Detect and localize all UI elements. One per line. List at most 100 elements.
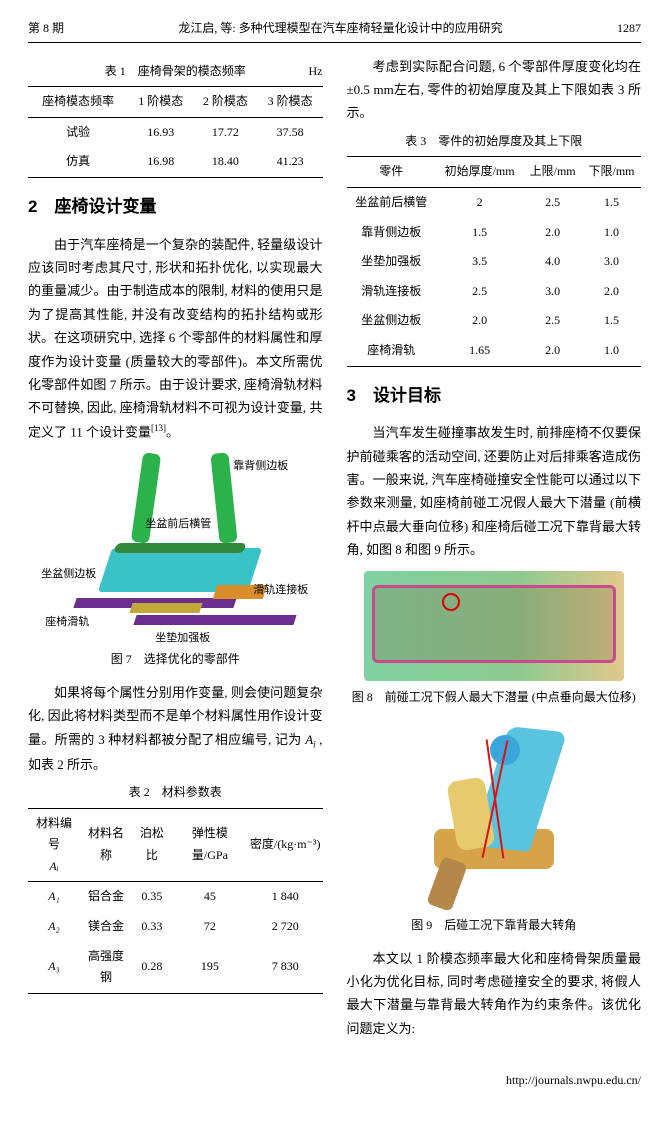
sec3-p2: 本文以 1 阶模态频率最大化和座椅骨架质量最小化为优化目标, 同时考虑碰撞安全的… (347, 947, 642, 1041)
sec2-p2-text: 如果将每个属性分别用作变量, 则会使问题复杂化, 因此将材料类型而不是单个材料属… (28, 685, 323, 747)
c: 1.65 (436, 336, 523, 366)
right-column: 考虑到实际配合问题, 6 个零部件厚度变化均在±0.5 mm左右, 零件的初始厚… (347, 55, 642, 1047)
t1r0c3: 37.58 (258, 117, 323, 147)
fig7-label-reinforce: 坐垫加强板 (155, 629, 210, 649)
c: 2.0 (436, 306, 523, 336)
t3h3: 下限/mm (582, 157, 641, 188)
t2r0c1: 铝合金 (80, 882, 132, 912)
table-row: 座椅滑轨1.652.01.0 (347, 336, 642, 366)
t1r0c1: 16.93 (128, 117, 193, 147)
right-intro-p: 考虑到实际配合问题, 6 个零部件厚度变化均在±0.5 mm左右, 零件的初始厚… (347, 55, 642, 125)
c: 4.0 (523, 247, 582, 277)
table1: 座椅模态频率 1 阶模态 2 阶模态 3 阶模态 试验 16.93 17.72 … (28, 86, 323, 178)
t2r2c1: 高强度钢 (80, 942, 132, 994)
fig7-label-panside: 坐盆侧边板 (41, 565, 96, 585)
table1-caption: 表 1 座椅骨架的模态频率 Hz (28, 61, 323, 83)
figure7: 靠背侧边板 坐盆前后横管 坐盆侧边板 滑轨连接板 座椅滑轨 坐垫加强板 (28, 453, 323, 643)
table-row: 坐盆侧边板2.02.51.5 (347, 306, 642, 336)
sec2-p2-var: A (305, 732, 313, 747)
header-page: 1287 (617, 18, 641, 40)
t2r2c3: 195 (172, 942, 248, 994)
c: 2.0 (523, 218, 582, 248)
figure8 (347, 571, 642, 681)
fig7-label-backside: 靠背侧边板 (233, 457, 288, 477)
c: 3.0 (582, 247, 641, 277)
c: 靠背侧边板 (347, 218, 437, 248)
c: 2.5 (523, 306, 582, 336)
table1-unit: Hz (309, 61, 323, 83)
figure7-caption: 图 7 选择优化的零部件 (28, 649, 323, 671)
c: 坐盆前后横管 (347, 187, 437, 217)
page-footer: http://journals.nwpu.edu.cn/ (28, 1070, 641, 1092)
t1r0c0: 试验 (28, 117, 128, 147)
c: 1.5 (582, 187, 641, 217)
c: 1.5 (582, 306, 641, 336)
sec2-p1-tail: 。 (166, 424, 179, 439)
sec2-p1: 由于汽车座椅是一个复杂的装配件, 轻量级设计应该同时考虑其尺寸, 形状和拓扑优化… (28, 233, 323, 444)
c: 2 (436, 187, 523, 217)
table-row: 靠背侧边板1.52.01.0 (347, 218, 642, 248)
table-row: 滑轨连接板2.53.02.0 (347, 277, 642, 307)
c: 坐盆侧边板 (347, 306, 437, 336)
t1h3: 3 阶模态 (258, 87, 323, 118)
t2r2c0: A₃ (28, 942, 80, 994)
t1r1c1: 16.98 (128, 147, 193, 177)
c: 2.5 (436, 277, 523, 307)
table3-caption: 表 3 零件的初始厚度及其上下限 (347, 131, 642, 153)
t1h2: 2 阶模态 (193, 87, 258, 118)
t3h0: 零件 (347, 157, 437, 188)
t2r1c2: 0.33 (132, 912, 172, 942)
t2h0t: 材料编号 (36, 816, 72, 852)
t2r0c3: 45 (172, 882, 248, 912)
table-row: A₃ 高强度钢 0.28 195 7 830 (28, 942, 323, 994)
t2r2c2: 0.28 (132, 942, 172, 994)
t2r1c4: 2 720 (248, 912, 323, 942)
c: 3.5 (436, 247, 523, 277)
fig7-label-tube: 坐盆前后横管 (145, 515, 211, 535)
t2h4: 密度/(kg·m⁻³) (248, 808, 323, 882)
c: 1.0 (582, 336, 641, 366)
t2r1c1: 镁合金 (80, 912, 132, 942)
section2-title: 2 座椅设计变量 (28, 192, 323, 223)
t1h1: 1 阶模态 (128, 87, 193, 118)
c: 1.0 (582, 218, 641, 248)
t2h0: 材料编号 Aᵢ (28, 808, 80, 882)
fig7-label-connector: 滑轨连接板 (253, 581, 308, 601)
t2h0s: Aᵢ (49, 859, 58, 873)
c: 2.0 (582, 277, 641, 307)
citation-13: [13] (151, 423, 166, 433)
t2h3: 弹性模量/GPa (172, 808, 248, 882)
t2r0c0: A₁ (28, 882, 80, 912)
table-row: A₂ 镁合金 0.33 72 2 720 (28, 912, 323, 942)
c: 2.5 (523, 187, 582, 217)
fig7-label-rail: 座椅滑轨 (45, 613, 89, 633)
t2r1c0: A₂ (28, 912, 80, 942)
sec2-p1-text: 由于汽车座椅是一个复杂的装配件, 轻量级设计应该同时考虑其尺寸, 形状和拓扑优化… (28, 237, 323, 439)
t2h2: 泊松比 (132, 808, 172, 882)
table-row: 试验 16.93 17.72 37.58 (28, 117, 323, 147)
t2r2c4: 7 830 (248, 942, 323, 994)
page-header: 第 8 期 龙江启, 等: 多种代理模型在汽车座椅轻量化设计中的应用研究 128… (28, 18, 641, 43)
table-row: 坐垫加强板3.54.03.0 (347, 247, 642, 277)
t2h1: 材料名称 (80, 808, 132, 882)
section3-title: 3 设计目标 (347, 381, 642, 412)
table2: 材料编号 Aᵢ 材料名称 泊松比 弹性模量/GPa 密度/(kg·m⁻³) A₁… (28, 808, 323, 994)
header-issue: 第 8 期 (28, 18, 64, 40)
t3h1: 初始厚度/mm (436, 157, 523, 188)
t2r0c2: 0.35 (132, 882, 172, 912)
table2-caption: 表 2 材料参数表 (28, 782, 323, 804)
table-row: 坐盆前后横管22.51.5 (347, 187, 642, 217)
figure9-caption: 图 9 后碰工况下靠背最大转角 (347, 915, 642, 937)
t3h2: 上限/mm (523, 157, 582, 188)
sec2-p2: 如果将每个属性分别用作变量, 则会使问题复杂化, 因此将材料类型而不是单个材料属… (28, 681, 323, 776)
table1-caption-text: 表 1 座椅骨架的模态频率 (105, 64, 246, 78)
figure9 (347, 719, 642, 909)
c: 滑轨连接板 (347, 277, 437, 307)
table1-wrap: 表 1 座椅骨架的模态频率 Hz 座椅模态频率 1 阶模态 2 阶模态 3 阶模… (28, 61, 323, 178)
c: 座椅滑轨 (347, 336, 437, 366)
t1r0c2: 17.72 (193, 117, 258, 147)
left-column: 表 1 座椅骨架的模态频率 Hz 座椅模态频率 1 阶模态 2 阶模态 3 阶模… (28, 55, 323, 1047)
table-row: 仿真 16.98 18.40 41.23 (28, 147, 323, 177)
header-title: 龙江启, 等: 多种代理模型在汽车座椅轻量化设计中的应用研究 (64, 18, 617, 40)
t2r0c4: 1 840 (248, 882, 323, 912)
